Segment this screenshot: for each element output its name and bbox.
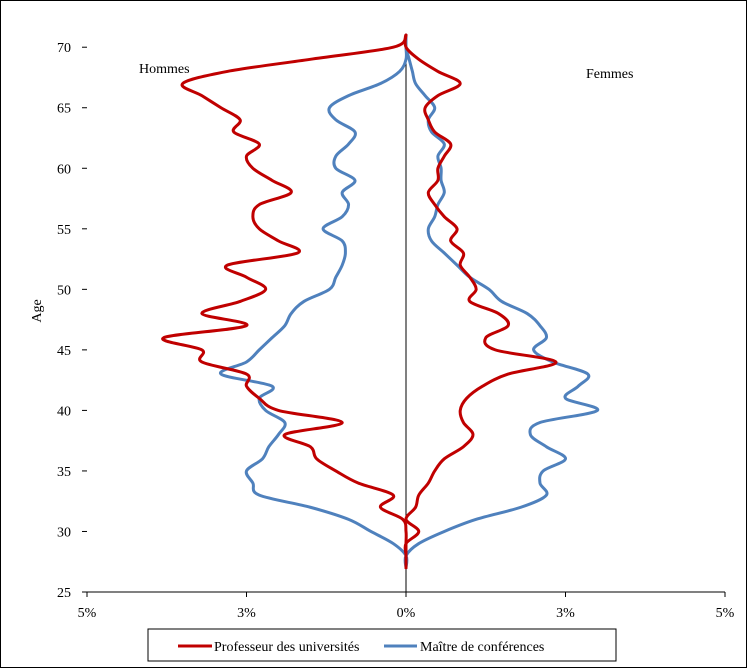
series-line-maitre-femmes bbox=[403, 33, 599, 570]
y-tick-label: 30 bbox=[57, 525, 71, 540]
y-axis-label: Age bbox=[30, 299, 45, 322]
x-tick-label: 5% bbox=[716, 606, 735, 621]
series-layer bbox=[161, 33, 599, 570]
y-tick-label: 50 bbox=[57, 283, 71, 298]
y-tick-label: 45 bbox=[57, 344, 71, 359]
y-tick-label: 35 bbox=[57, 465, 71, 480]
y-tick-label: 40 bbox=[57, 404, 71, 419]
axes: 5% 3% 0% 3% 5% 25 30 35 40 45 50 55 60 65 70 bbox=[57, 35, 735, 621]
series-line-maitre-hommes bbox=[219, 33, 409, 570]
x-tick-label: 3% bbox=[237, 606, 256, 621]
y-tick-label: 55 bbox=[57, 223, 71, 238]
series-line-professeur-hommes bbox=[161, 33, 408, 570]
x-tick-label: 3% bbox=[556, 606, 575, 621]
y-tick-label: 60 bbox=[57, 162, 71, 177]
x-tick-label: 0% bbox=[397, 606, 416, 621]
annotation-hommes: Hommes bbox=[139, 62, 190, 77]
legend-label-maitre: Maître de conférences bbox=[420, 640, 544, 655]
legend: Professeur des universités Maître de con… bbox=[147, 628, 617, 662]
y-tick-label: 65 bbox=[57, 102, 71, 117]
legend-box bbox=[147, 628, 617, 662]
x-tick-label: 5% bbox=[78, 606, 97, 621]
y-tick-label: 25 bbox=[57, 586, 71, 601]
annotation-femmes: Femmes bbox=[586, 67, 633, 82]
legend-label-professeur: Professeur des universités bbox=[214, 640, 359, 655]
y-tick-label: 70 bbox=[57, 41, 71, 56]
series-line-professeur-femmes bbox=[403, 33, 558, 570]
